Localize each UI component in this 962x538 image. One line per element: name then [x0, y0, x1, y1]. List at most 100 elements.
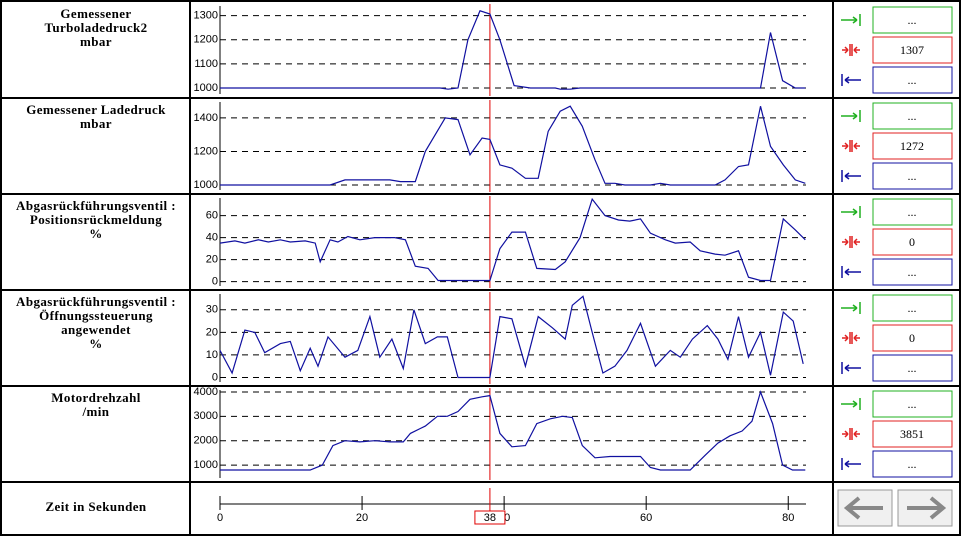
value-text: 1307 — [900, 43, 924, 57]
icon — [841, 266, 861, 278]
value-text: ... — [908, 397, 917, 411]
value-field — [872, 102, 953, 130]
chart-label: Gemessener Ladedruck — [26, 102, 166, 117]
chart-label: Abgasrückführungsventil : — [16, 198, 176, 213]
icon — [841, 302, 861, 314]
icon-line — [844, 145, 849, 150]
chart-label: Öffnungssteuerung — [39, 308, 153, 323]
icon-line — [852, 208, 858, 213]
cursor-label: 38 — [484, 512, 496, 524]
icon — [841, 74, 861, 86]
icon — [841, 362, 861, 374]
value-field — [872, 66, 953, 94]
icon-line — [844, 433, 849, 438]
icon — [842, 140, 860, 152]
icon-line — [844, 172, 850, 177]
value-field — [872, 6, 953, 34]
value-field — [872, 354, 953, 382]
icon-line — [844, 367, 850, 372]
y-tick-label: 4000 — [194, 386, 218, 398]
y-tick-label: 1400 — [194, 112, 218, 124]
icon-line — [844, 460, 850, 465]
icon — [841, 14, 861, 26]
icon-line — [852, 304, 858, 309]
icon-line — [844, 79, 850, 84]
chart-label: % — [89, 226, 102, 241]
y-tick-label: 1200 — [194, 34, 218, 46]
value-text: 3851 — [900, 427, 924, 441]
nav-arrow — [843, 496, 861, 520]
icon-line — [852, 16, 858, 21]
icon-line — [844, 76, 850, 81]
icon-line — [853, 337, 858, 342]
x-tick-label: 20 — [356, 512, 368, 524]
nav-arrow — [929, 496, 947, 520]
data-line — [220, 390, 806, 471]
icon-line — [853, 433, 858, 438]
data-line — [220, 105, 806, 186]
value-text: ... — [908, 301, 917, 315]
x-tick-label: 0 — [217, 512, 223, 524]
icon — [841, 458, 861, 470]
icon-line — [853, 241, 858, 246]
y-tick-label: 30 — [206, 304, 218, 316]
icon-line — [852, 211, 858, 216]
cursor-box — [474, 510, 506, 525]
value-field — [872, 132, 953, 160]
icon-line — [844, 175, 850, 180]
chart-label: /min — [82, 404, 110, 419]
chart-label: mbar — [80, 116, 112, 131]
icon-line — [852, 400, 858, 405]
y-tick-label: 20 — [206, 254, 218, 266]
value-text: ... — [908, 205, 917, 219]
y-tick-label: 10 — [206, 349, 218, 361]
icon — [841, 170, 861, 182]
value-field — [872, 420, 953, 448]
y-tick-label: 0 — [212, 276, 218, 288]
y-tick-label: 1200 — [194, 145, 218, 157]
value-field — [872, 324, 953, 352]
y-tick-label: 3000 — [194, 410, 218, 422]
data-line — [220, 10, 806, 90]
time-axis-label: Zeit in Sekunden — [45, 499, 146, 514]
icon-line — [853, 49, 858, 54]
y-tick-label: 60 — [206, 210, 218, 222]
icon-line — [853, 46, 858, 51]
value-field — [872, 294, 953, 322]
icon-line — [844, 364, 850, 369]
icon-line — [844, 337, 849, 342]
value-text: 0 — [909, 331, 915, 345]
icon-line — [844, 241, 849, 246]
icon — [841, 110, 861, 122]
value-field — [872, 228, 953, 256]
icon-line — [844, 463, 850, 468]
icon-line — [844, 49, 849, 54]
icon-line — [853, 145, 858, 150]
y-tick-label: 2000 — [194, 435, 218, 447]
icon-line — [852, 403, 858, 408]
icon-line — [852, 115, 858, 120]
data-line — [219, 295, 804, 379]
value-text: ... — [908, 457, 917, 471]
y-tick-label: 1000 — [194, 179, 218, 191]
value-text: 0 — [909, 235, 915, 249]
value-text: ... — [908, 169, 917, 183]
value-text: 1272 — [900, 139, 924, 153]
chart-label: % — [89, 336, 102, 351]
x-tick-label: 80 — [782, 512, 794, 524]
icon-line — [844, 268, 850, 273]
y-tick-label: 1000 — [194, 82, 218, 94]
chart-label: angewendet — [61, 322, 131, 337]
value-field — [872, 36, 953, 64]
y-tick-label: 1000 — [194, 459, 218, 471]
chart-label: Abgasrückführungsventil : — [16, 294, 176, 309]
y-tick-label: 1300 — [194, 10, 218, 22]
value-field — [872, 198, 953, 226]
y-tick-label: 1100 — [194, 58, 218, 70]
chart-label: Motordrehzahl — [51, 390, 140, 405]
value-text: ... — [908, 361, 917, 375]
value-field — [872, 258, 953, 286]
value-field — [872, 390, 953, 418]
